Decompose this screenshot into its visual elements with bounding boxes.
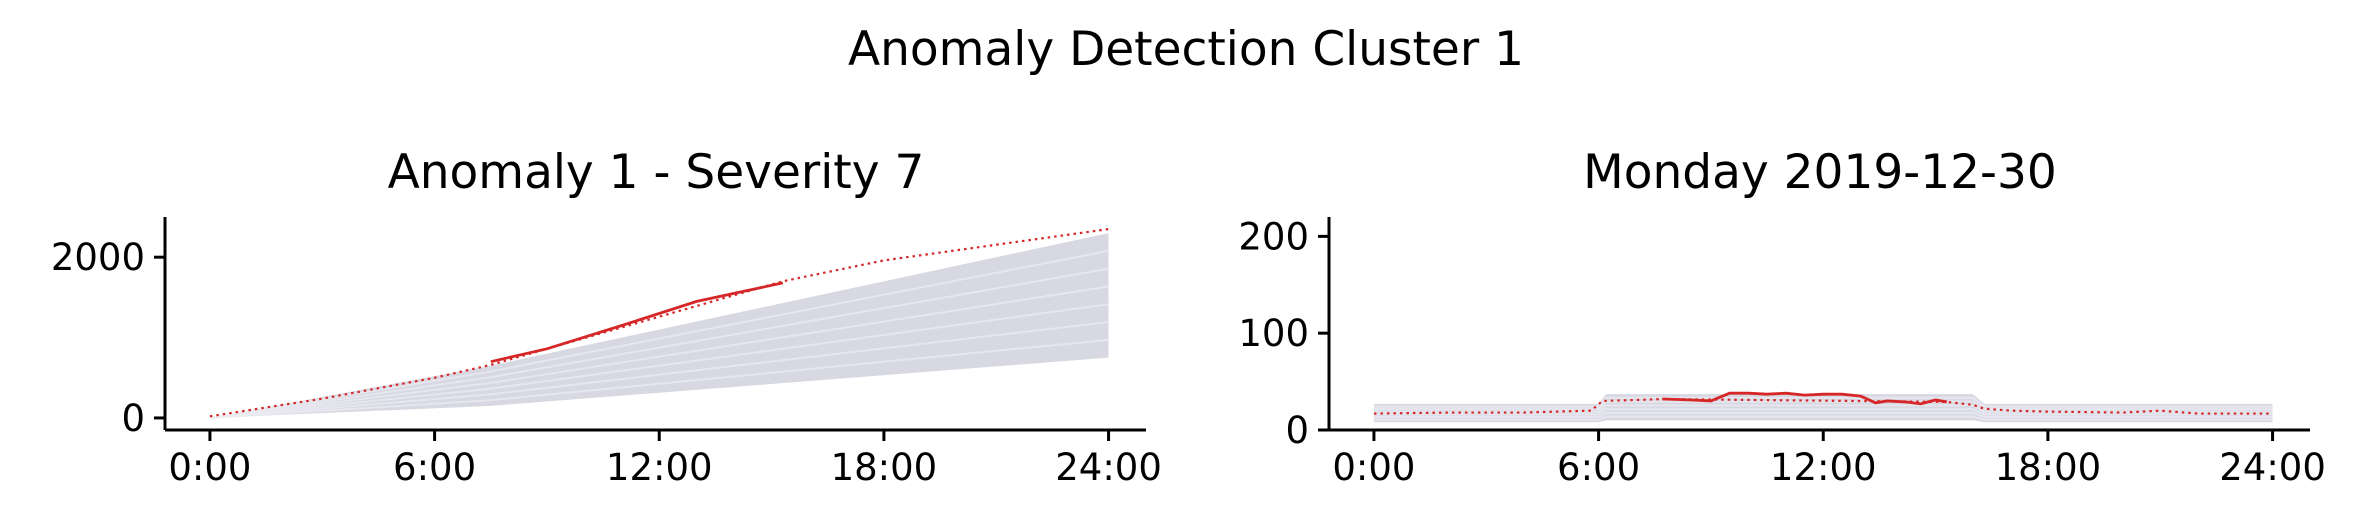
x-tick-label: 18:00	[1995, 446, 2102, 489]
panel-title: Anomaly 1 - Severity 7	[388, 145, 925, 200]
x-tick-label: 0:00	[1332, 446, 1415, 489]
background-day-line	[1373, 400, 2273, 411]
chart-panel-2: Monday 2019-12-30 0:00 6:00 12:00 18:00 24:00…	[1238, 145, 2326, 489]
background-day-line	[209, 338, 1109, 419]
y-tick-label: 200	[1238, 215, 1309, 258]
background-day-line	[209, 285, 1109, 419]
y-tick-label: 2000	[51, 236, 145, 279]
figure-title: Anomaly Detection Cluster 1	[848, 22, 1524, 77]
background-days-band	[209, 233, 1109, 418]
background-day-line	[209, 321, 1109, 419]
observed-line	[490, 281, 784, 364]
background-day-line	[1373, 415, 2273, 421]
x-tick-label: 0:00	[168, 446, 251, 489]
x-tick-label: 12:00	[606, 446, 713, 489]
x-tick-label: 18:00	[831, 446, 938, 489]
background-day-line	[209, 303, 1109, 419]
background-day-line	[209, 267, 1109, 419]
x-tick-label: 24:00	[1055, 446, 1162, 489]
x-tick-label: 6:00	[1557, 446, 1640, 489]
chart-panel-1: Anomaly 1 - Severity 7 0:00 6:00 12:00 18:00…	[51, 145, 1162, 489]
expected-line	[1373, 397, 2273, 415]
y-tick-label: 100	[1238, 312, 1309, 355]
background-day-line	[1373, 404, 2273, 413]
background-day-line	[1373, 408, 2273, 416]
x-tick-label: 12:00	[1770, 446, 1877, 489]
background-day-line	[1373, 411, 2273, 418]
background-day-line	[1373, 396, 2273, 408]
x-tick-label: 6:00	[393, 446, 476, 489]
background-day-line	[209, 249, 1109, 419]
y-tick-label: 0	[121, 397, 145, 440]
y-tick-label: 0	[1285, 409, 1309, 452]
panel-title: Monday 2019-12-30	[1583, 145, 2057, 200]
x-tick-label: 24:00	[2219, 446, 2326, 489]
